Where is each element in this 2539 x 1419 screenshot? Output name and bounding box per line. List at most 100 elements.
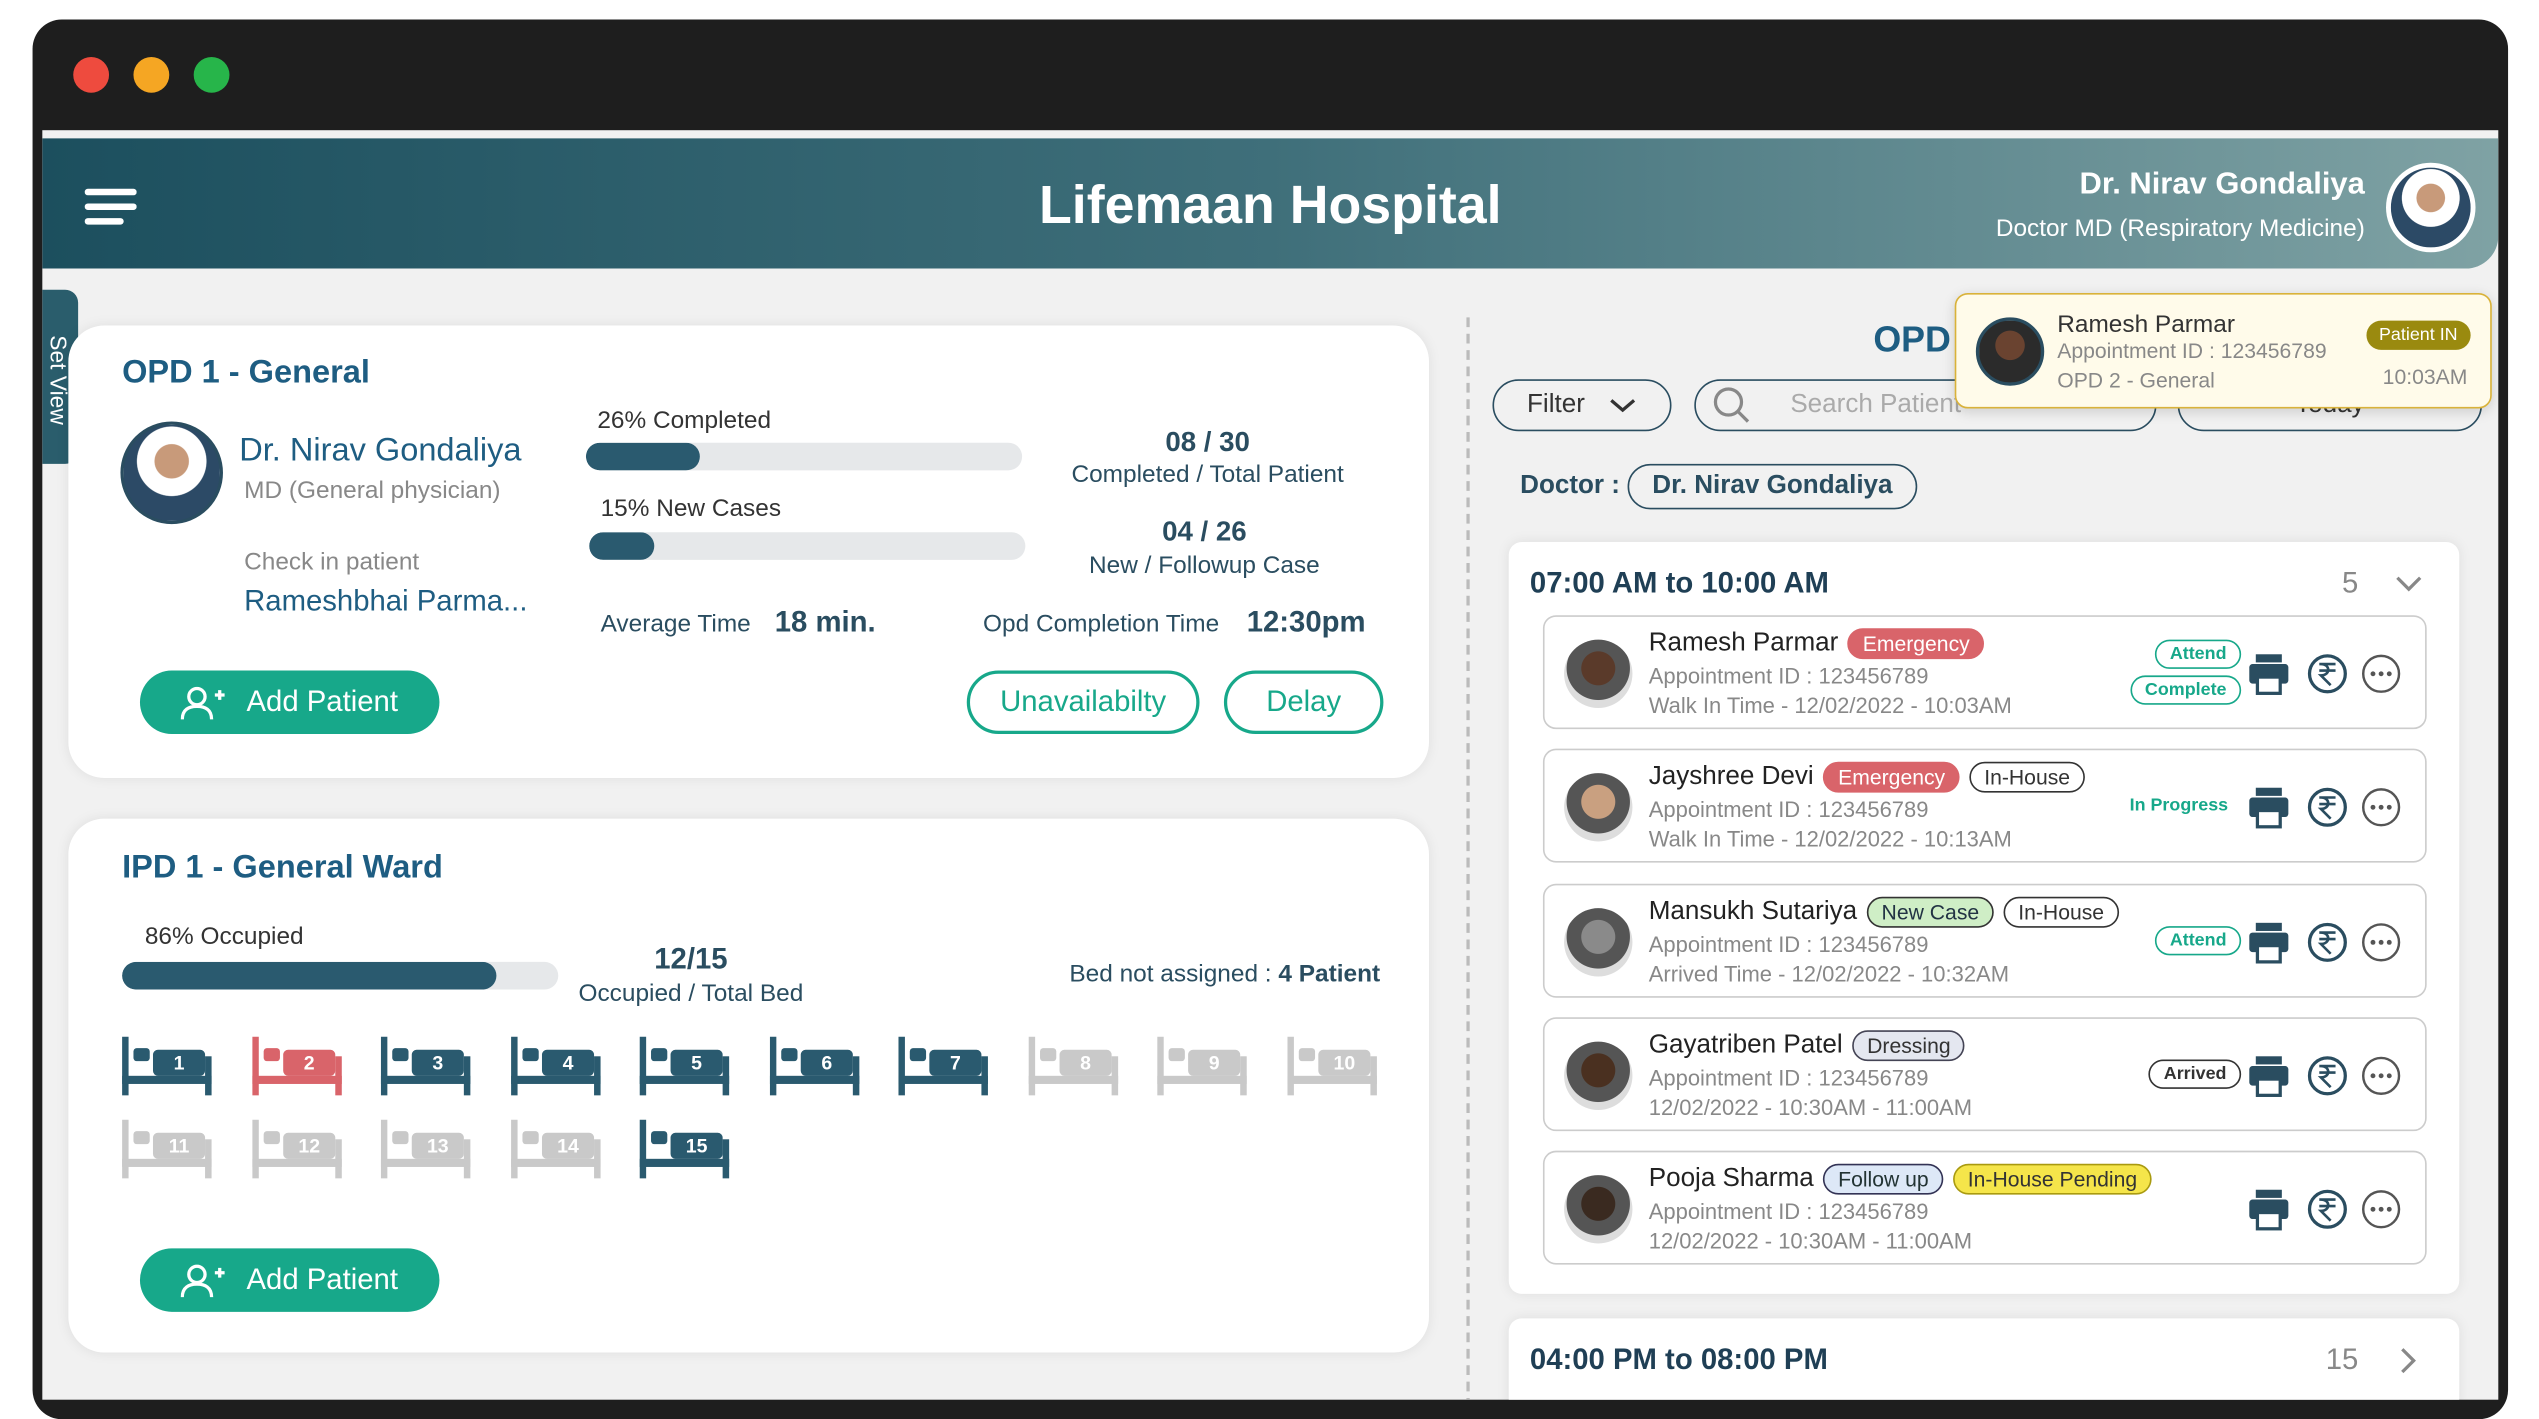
status-badge[interactable]: Attend [2155, 925, 2242, 955]
bed[interactable]: 3 [380, 1034, 472, 1099]
status-badge[interactable]: Arrived [2149, 1059, 2242, 1089]
payment-icon[interactable] [2307, 922, 2347, 962]
slot-toggle[interactable] [2394, 1346, 2423, 1375]
bed-pillow [780, 1048, 797, 1062]
bed-frame-right [722, 1139, 730, 1179]
more-icon[interactable] [2361, 1056, 2401, 1095]
patient-time: 12/02/2022 - 10:30AM - 11:00AM [1648, 1229, 1972, 1254]
bed-pillow [133, 1048, 150, 1062]
add-patient-button[interactable]: Add Patient [139, 670, 440, 735]
more-icon[interactable] [2361, 654, 2401, 693]
payment-icon[interactable] [2307, 654, 2347, 694]
bed-number: 4 [562, 1052, 573, 1074]
print-icon[interactable] [2249, 1190, 2289, 1231]
bed-base [1286, 1075, 1377, 1084]
bed-mattress [541, 1049, 594, 1076]
bed-frame-right [593, 1139, 600, 1179]
patient-row[interactable]: Ramesh Parmar Emergency Appointment ID : 1… [1542, 615, 2427, 730]
print-icon[interactable] [2249, 654, 2289, 695]
more-icon[interactable] [2361, 788, 2401, 827]
payment-icon[interactable] [2307, 788, 2347, 828]
bed[interactable]: 8 [1027, 1034, 1119, 1099]
bed-pillow [262, 1131, 280, 1145]
bed-base [898, 1075, 988, 1084]
status-badge[interactable]: Complete [2130, 675, 2242, 705]
more-dot [2386, 671, 2392, 677]
slot-count: 15 [2325, 1342, 2359, 1376]
occupied-fill [122, 961, 498, 990]
filter-button[interactable]: Filter [1492, 379, 1672, 432]
patient-appointment: Appointment ID : 123456789 [1648, 931, 1929, 957]
bed[interactable]: 10 [1286, 1034, 1378, 1099]
bed[interactable]: 5 [639, 1034, 731, 1099]
payment-icon[interactable] [2307, 1190, 2347, 1230]
patient-time: Walk In Time - 12/02/2022 - 10:03AM [1648, 693, 2012, 718]
print-icon[interactable] [2249, 1056, 2289, 1097]
bed[interactable]: 12 [251, 1117, 342, 1182]
bed-number: 12 [298, 1135, 320, 1157]
header-doctor-name: Dr. Nirav Gondaliya [2079, 167, 2365, 202]
stat-value: 08 / 30 [1165, 426, 1250, 458]
bed[interactable]: 11 [122, 1117, 213, 1182]
printer-top [2255, 654, 2282, 663]
menu-icon[interactable] [84, 187, 137, 229]
bed-grid: 1 2 3 4 5 6 7 8 9 10 11 12 13 14 15 [122, 1034, 1424, 1197]
bed-mattress [411, 1132, 464, 1159]
maximize-button[interactable] [193, 56, 230, 93]
status-badge[interactable]: In Progress [2129, 796, 2229, 816]
search-box[interactable]: Search Patient [1694, 379, 2157, 432]
bed[interactable]: 2 [251, 1034, 342, 1099]
more-dot [2378, 1207, 2384, 1213]
add-patient-button[interactable]: Add Patient [139, 1248, 440, 1312]
row-actions [2249, 788, 2401, 829]
bed[interactable]: 14 [510, 1117, 601, 1182]
checkin-patient[interactable]: Rameshbhai Parma... [244, 584, 528, 617]
patient-name-line: Gayatriben Patel Dressing [1649, 1030, 1966, 1061]
bed[interactable]: 1 [122, 1034, 213, 1099]
bed-mattress [152, 1049, 206, 1076]
bed-mattress [929, 1049, 982, 1076]
patient-tag: In-House [1969, 762, 2085, 794]
stat-value: 04 / 26 [1162, 515, 1247, 547]
completed-track [585, 442, 1023, 471]
header-avatar[interactable] [2386, 162, 2476, 253]
payment-ring [2307, 922, 2347, 962]
notification[interactable]: Ramesh Parmar Appointment ID : 123456789… [1954, 292, 2492, 409]
patient-appointment: Appointment ID : 123456789 [1648, 664, 1929, 689]
more-icon[interactable] [2361, 1190, 2401, 1229]
bed-mattress [799, 1049, 853, 1076]
doctor-filter-pill[interactable]: Dr. Nirav Gondaliya [1627, 463, 1918, 510]
bed[interactable]: 9 [1157, 1034, 1248, 1099]
unavailability-button[interactable]: Unavailabilty [966, 670, 1200, 735]
delay-button[interactable]: Delay [1223, 670, 1384, 735]
patient-row[interactable]: Jayshree Devi Emergency In-House Appointmen… [1542, 749, 2427, 864]
bed-pillow [133, 1131, 150, 1145]
bed[interactable]: 6 [769, 1034, 860, 1099]
bed-frame-left [122, 1119, 129, 1179]
close-button[interactable] [73, 56, 110, 93]
print-icon[interactable] [2249, 788, 2289, 829]
bed[interactable]: 15 [639, 1117, 731, 1182]
doctor-name: Dr. Nirav Gondaliya [239, 432, 522, 469]
bed-pillow [909, 1048, 927, 1062]
bed[interactable]: 13 [380, 1117, 472, 1182]
slot-toggle[interactable] [2394, 570, 2423, 599]
patient-row[interactable]: Pooja Sharma Follow up In-House Pending App… [1542, 1150, 2427, 1265]
add-user-icon [181, 1263, 226, 1297]
print-icon[interactable] [2249, 922, 2289, 963]
more-icon[interactable] [2361, 922, 2401, 961]
slot-count: 5 [2342, 566, 2359, 599]
bed[interactable]: 4 [510, 1034, 601, 1099]
bed-frame-left [122, 1036, 129, 1096]
minimize-button[interactable] [133, 56, 170, 93]
patient-row[interactable]: Mansukh Sutariya New Case In-House Appointm… [1542, 883, 2427, 998]
patient-row[interactable]: Gayatriben Patel Dressing Appointment ID :… [1542, 1017, 2427, 1131]
payment-icon[interactable] [2307, 1056, 2347, 1096]
patient-name: Ramesh Parmar [1648, 629, 1839, 658]
bed-base [251, 1158, 341, 1167]
bed-number: 1 [174, 1052, 185, 1074]
bed-pillow [262, 1048, 280, 1062]
bed-base [639, 1075, 730, 1084]
status-badge[interactable]: Attend [2155, 639, 2242, 669]
bed[interactable]: 7 [898, 1034, 989, 1099]
